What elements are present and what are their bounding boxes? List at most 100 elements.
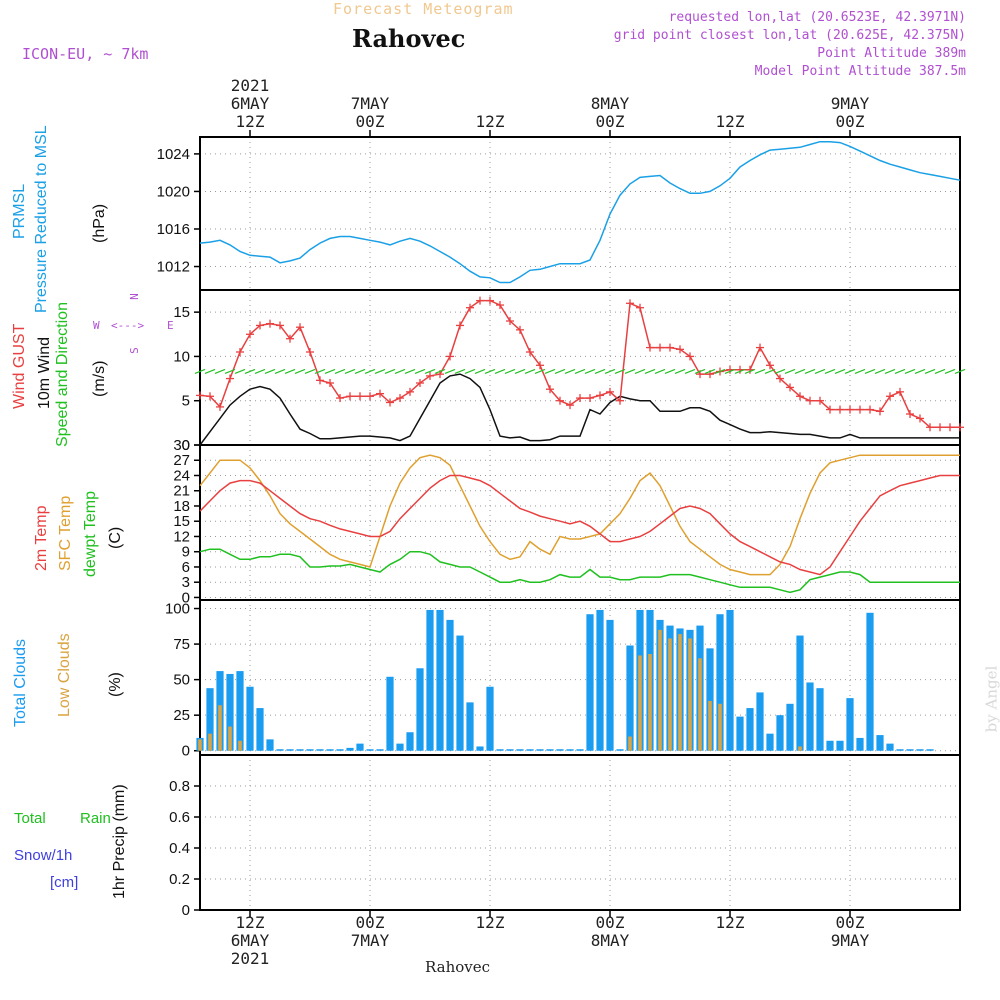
wind-direction-arrow (514, 368, 526, 375)
wind-direction-arrow (194, 368, 206, 375)
wind-direction-arrow (354, 368, 366, 375)
wind-direction-arrow (904, 368, 916, 375)
wind-direction-arrow (634, 368, 646, 375)
location-title: Rahovec (352, 24, 466, 53)
total-clouds-bar (586, 614, 594, 751)
low-clouds-bar (228, 726, 232, 751)
wind-direction-arrow (204, 368, 216, 375)
wind-direction-arrow (814, 368, 826, 375)
ytick-label: 12 (173, 528, 190, 545)
wind-direction-arrow (954, 368, 966, 375)
wind-direction-arrow (344, 368, 356, 375)
total-clouds-bar (396, 743, 404, 751)
wind-direction-arrow (854, 368, 866, 375)
wind-direction-arrow (274, 368, 286, 375)
ytick-label: 21 (173, 483, 190, 500)
total-clouds-bar (836, 740, 844, 751)
total-clouds-bar (786, 703, 794, 751)
bottom-tick-label: 6MAY (230, 931, 270, 950)
ytick-label: 5 (182, 393, 190, 410)
compass-arrow: <---> (111, 319, 145, 332)
wind-direction-arrow (664, 368, 676, 375)
total-clouds-bar (906, 749, 914, 751)
bottom-tick-label: 7MAY (350, 931, 390, 950)
total-clouds-bar (406, 732, 414, 751)
low-clouds-bar (668, 638, 672, 751)
low-clouds-bar (708, 700, 712, 751)
total-clouds-bar (516, 749, 524, 751)
wind-direction-arrow (254, 368, 266, 375)
wind-10m-line (199, 373, 960, 446)
panel-frame (199, 754, 961, 911)
total-clouds-bar (436, 609, 444, 751)
low-clouds-bar (218, 705, 222, 751)
top-tick-label: 6MAY (230, 94, 270, 113)
wind-direction-arrow (404, 368, 416, 375)
total-clouds-bar (576, 749, 584, 751)
total-clouds-bar (326, 749, 334, 751)
wind-direction-arrow (504, 368, 516, 375)
wind-direction-arrow (944, 368, 956, 375)
top-tick-label: 12Z (235, 112, 265, 131)
ytick-label: 0.4 (169, 840, 190, 857)
wind-direction-arrow (314, 368, 326, 375)
total-clouds-bar (816, 688, 824, 751)
ytick-label: 0 (182, 902, 190, 919)
ytick-label: 75 (173, 636, 190, 653)
total-clouds-bar (246, 686, 254, 751)
wind-direction-arrow (244, 368, 256, 375)
ytick-label: 1012 (157, 259, 190, 276)
wind-direction-arrow (924, 368, 936, 375)
dewpt-line (199, 548, 960, 594)
low-clouds-bar (628, 736, 632, 751)
total-clouds-bar (626, 645, 634, 751)
total-clouds-bar (316, 749, 324, 751)
wind-direction-arrow (284, 368, 296, 375)
total-clouds-bar (826, 740, 834, 751)
compass-e: E (167, 319, 174, 332)
total-clouds-bar (616, 749, 624, 751)
total-clouds-bar (376, 749, 384, 751)
total-clouds-bar (446, 619, 454, 751)
wind-direction-arrow (834, 368, 846, 375)
total-clouds-bar (356, 743, 364, 751)
requested-coords: requested lon,lat (20.6523E, 42.3971N) (668, 10, 966, 25)
total-clouds-bar (606, 619, 614, 751)
bottom-tick-label: 00Z (355, 913, 385, 932)
total-clouds-bar (776, 715, 784, 751)
wind-direction-arrow (334, 368, 346, 375)
wind-direction-arrow (264, 368, 276, 375)
bottom-tick-label: 12Z (235, 913, 265, 932)
wind-direction-arrow (294, 368, 306, 375)
ytick-label: 100 (165, 601, 190, 618)
ytick-label: 0 (182, 437, 190, 454)
low-clouds-bar (688, 638, 692, 751)
ytick-label: 1016 (157, 221, 190, 238)
wind-direction-arrow (874, 368, 886, 375)
total-clouds-bar (416, 668, 424, 751)
wind-direction-arrow (754, 368, 766, 375)
total-clouds-bar (366, 749, 374, 751)
wind-direction-arrow (414, 368, 426, 375)
wind-direction-arrow (524, 368, 536, 375)
bottom-tick-label: 8MAY (590, 931, 630, 950)
pressure-line (199, 140, 961, 284)
top-tick-label: 9MAY (830, 94, 870, 113)
model-label: ICON-EU, ~ 7km (22, 45, 149, 63)
wind-direction-arrow (464, 368, 476, 375)
low-clouds-bar (638, 655, 642, 751)
sfc-temp-line (199, 454, 960, 576)
chart-subtitle: Forecast Meteogram (333, 0, 514, 18)
wind-direction-arrow (844, 368, 856, 375)
low-clouds-bar (718, 703, 722, 751)
bottom-tick-label: 12Z (475, 913, 505, 932)
total-clouds-bar (726, 609, 734, 751)
bottom-tick-label: 00Z (835, 913, 865, 932)
total-clouds-bar (886, 743, 894, 751)
total-clouds-bar (916, 749, 924, 751)
wind-direction-arrow (484, 368, 496, 375)
wind-direction-arrow (724, 368, 736, 375)
wind-direction-arrow (424, 368, 436, 375)
footer-location: Rahovec (425, 958, 491, 976)
